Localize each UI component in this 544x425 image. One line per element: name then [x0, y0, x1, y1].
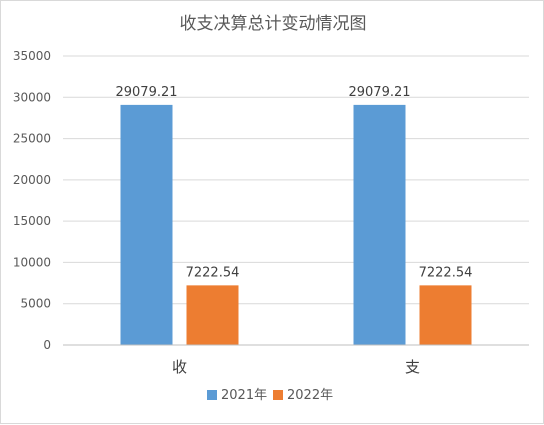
y-tick-label: 30000 — [13, 90, 51, 104]
y-tick-label: 10000 — [13, 255, 51, 269]
legend-swatch — [273, 390, 283, 400]
y-tick-label: 5000 — [20, 297, 51, 311]
y-axis-ticks: 0 5000 10000 15000 20000 25000 30000 35000 — [13, 49, 51, 352]
y-tick-label: 20000 — [13, 173, 51, 187]
data-labels: 29079.21 7222.54 29079.21 7222.54 — [115, 85, 472, 280]
legend-label: 2022年 — [287, 388, 333, 403]
data-label: 7222.54 — [419, 265, 473, 280]
legend-swatch — [207, 390, 217, 400]
legend-label: 2021年 — [221, 388, 267, 403]
bar — [419, 285, 472, 345]
y-tick-label: 15000 — [13, 214, 51, 228]
x-category-label: 支 — [405, 358, 420, 376]
bar — [353, 104, 406, 345]
bar — [120, 104, 173, 345]
legend: 2021年 2022年 — [207, 388, 333, 403]
bar — [186, 285, 239, 345]
x-category-label: 收 — [172, 358, 187, 376]
data-label: 29079.21 — [115, 85, 177, 100]
y-tick-label: 35000 — [13, 49, 51, 63]
y-tick-label: 25000 — [13, 132, 51, 146]
data-label: 7222.54 — [186, 265, 240, 280]
data-label: 29079.21 — [348, 85, 410, 100]
y-tick-label: 0 — [43, 338, 51, 352]
x-axis-categories: 收支 — [172, 358, 420, 376]
bars — [120, 104, 472, 345]
chart-title: 收支决算总计变动情况图 — [180, 14, 367, 34]
